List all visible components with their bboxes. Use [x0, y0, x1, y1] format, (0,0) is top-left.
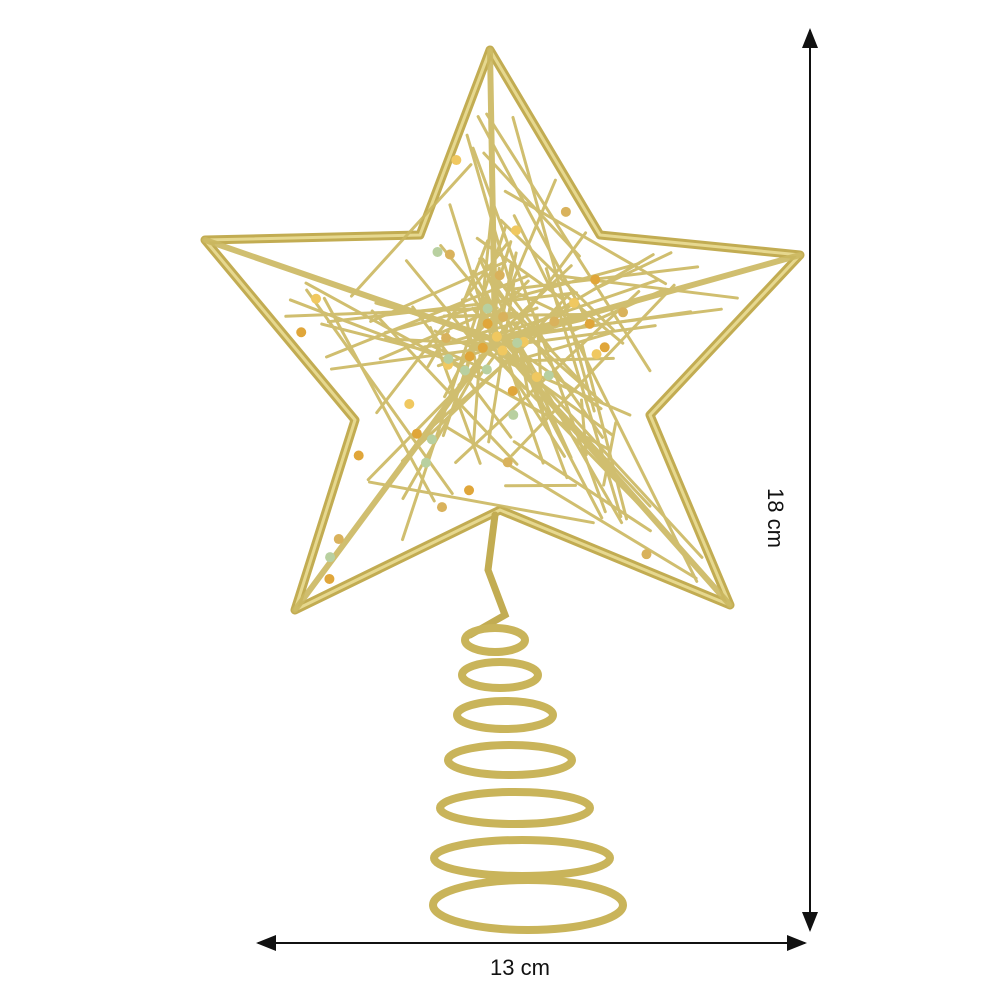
- wire-strand: [490, 178, 557, 334]
- sequin: [507, 385, 518, 396]
- sequin: [404, 399, 415, 410]
- sequin: [464, 351, 475, 362]
- wire-strand: [487, 282, 516, 444]
- sequin: [491, 331, 502, 342]
- sequin: [477, 342, 488, 353]
- sequin: [568, 297, 579, 308]
- wire-strand: [378, 313, 483, 361]
- wire-strand: [511, 115, 596, 413]
- sequin: [591, 349, 602, 360]
- spiral-coil: [461, 624, 529, 656]
- wire-strand: [535, 315, 545, 422]
- wire-strand: [445, 425, 698, 580]
- star-rib: [487, 47, 498, 343]
- wire-strand: [580, 344, 629, 521]
- sequin: [549, 316, 560, 327]
- sequin: [502, 457, 513, 468]
- sequin: [512, 337, 523, 348]
- sequin: [618, 307, 629, 318]
- sequin: [498, 311, 509, 322]
- wire-strand: [503, 189, 668, 286]
- sequin: [296, 327, 307, 338]
- sequin: [353, 450, 364, 461]
- wire-strand: [448, 203, 495, 344]
- star-rib: [492, 252, 803, 343]
- sequin: [443, 353, 454, 364]
- wire-strand: [400, 224, 508, 542]
- sequin: [531, 371, 542, 382]
- sequin: [459, 365, 470, 376]
- sequin: [311, 293, 322, 304]
- sequin: [494, 270, 505, 281]
- spiral-coil: [458, 658, 542, 692]
- sequin: [482, 318, 493, 329]
- sequin: [641, 549, 652, 560]
- sequin: [426, 434, 437, 445]
- spiral-coil: [429, 876, 627, 934]
- star-rib: [492, 337, 733, 608]
- spiral-base-icon: [429, 511, 627, 934]
- sequin: [560, 206, 571, 217]
- spiral-coil: [444, 741, 576, 779]
- sequin: [325, 552, 336, 563]
- spiral-coil: [453, 697, 557, 733]
- sequin: [436, 502, 447, 513]
- sequin: [444, 249, 455, 260]
- sequin: [411, 428, 422, 439]
- wire-strand: [503, 350, 545, 465]
- spiral-coil: [430, 836, 614, 880]
- sequin: [464, 485, 475, 496]
- star-rib: [202, 237, 498, 343]
- sequin: [432, 246, 443, 257]
- wire-strand: [490, 279, 564, 316]
- spiral-coil: [436, 788, 594, 828]
- wire-strand: [304, 281, 611, 451]
- wire-strand: [322, 296, 436, 503]
- sequin: [543, 370, 554, 381]
- wire-strand: [370, 309, 519, 466]
- spiral-stem: [466, 511, 510, 639]
- sequin: [584, 318, 595, 329]
- wire-strand: [476, 115, 592, 329]
- star-icon: [200, 45, 805, 615]
- height-dimension-label: 18 cm: [762, 488, 788, 548]
- wire-strand: [482, 151, 581, 258]
- wire-strand: [375, 242, 509, 415]
- width-dimension-label: 13 cm: [490, 955, 550, 980]
- sequin: [590, 274, 601, 285]
- sequin: [420, 457, 431, 468]
- sequin: [508, 409, 519, 420]
- sequin: [482, 303, 493, 314]
- sequin: [599, 342, 610, 353]
- sequin: [511, 225, 522, 236]
- sequin: [481, 364, 492, 375]
- wire-strand: [462, 239, 490, 304]
- sequin: [497, 345, 508, 356]
- wire-strand: [349, 163, 473, 298]
- sequin: [451, 155, 462, 166]
- wire-strand: [284, 306, 499, 318]
- star-rib: [292, 337, 498, 613]
- sequin: [333, 534, 344, 545]
- wire-strand: [512, 440, 652, 533]
- wire-strand: [507, 265, 700, 291]
- wire-strand: [554, 274, 739, 300]
- sequin: [324, 573, 335, 584]
- sequin: [441, 332, 452, 343]
- wire-strand: [510, 283, 676, 457]
